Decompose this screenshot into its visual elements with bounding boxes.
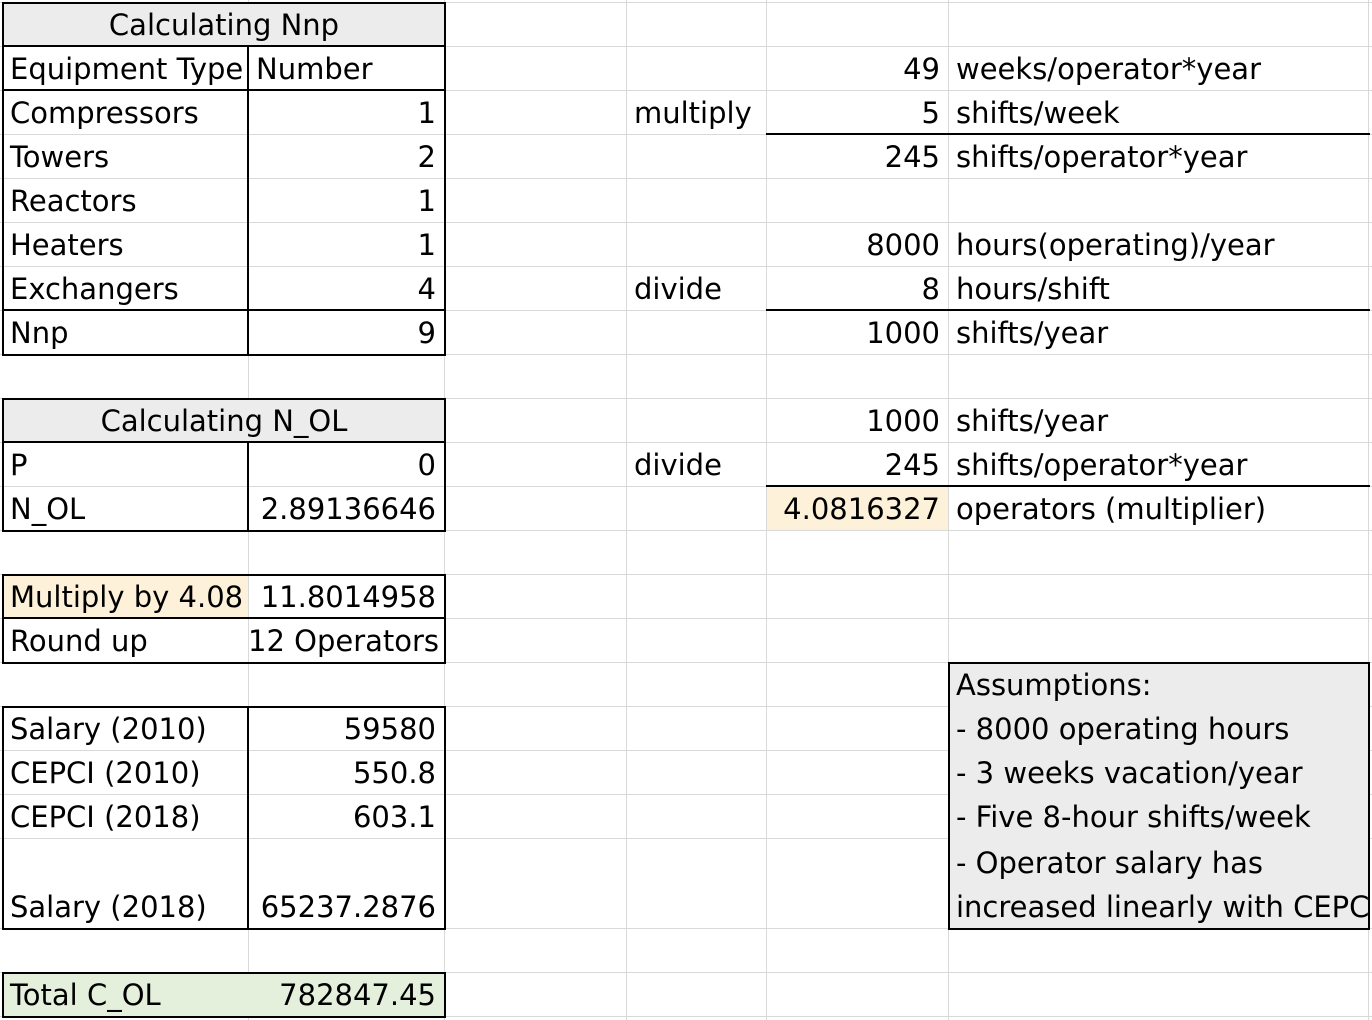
nol-row-value: 0 [417, 448, 436, 482]
assumption-item: - 3 weeks vacation/year [956, 756, 1303, 790]
calc-value: 49 [903, 52, 940, 86]
multiply-label: Multiply by 4.08 [10, 580, 244, 614]
salary-row-value: 550.8 [352, 756, 436, 790]
calc-value: 245 [884, 140, 940, 174]
calc-value: 5 [921, 96, 940, 130]
calc-value: 245 [884, 448, 940, 482]
roundup-value: 12 Operators [248, 624, 440, 658]
multiply-highlight-fill [4, 576, 248, 618]
salary-row-value: 65237.2876 [260, 890, 436, 924]
nnp-row-label: Towers [10, 140, 110, 174]
salary-table-border [2, 706, 446, 930]
total-table-border [2, 972, 446, 1018]
nol-row-label: N_OL [10, 492, 86, 526]
nnp-table-border [2, 2, 446, 356]
nnp-row-value: 1 [417, 184, 436, 218]
salary-row-value: 603.1 [352, 800, 436, 834]
calc-unit: hours(operating)/year [956, 228, 1275, 262]
assumption-item: - 8000 operating hours [956, 712, 1290, 746]
roundup-label: Round up [10, 624, 148, 658]
calc-unit: shifts/year [956, 404, 1109, 438]
nol-row-label: P [10, 448, 28, 482]
assumptions-fill [950, 664, 1368, 928]
assumption-item: - Five 8-hour shifts/week [956, 800, 1311, 834]
nnp-total-value: 9 [417, 316, 436, 350]
total-label: Total C_OL [10, 978, 161, 1012]
nnp-row-value: 2 [417, 140, 436, 174]
total-fill [4, 974, 444, 1016]
nnp-col-header-equipment: Equipment Type [10, 52, 244, 86]
total-value: 782847.45 [279, 978, 436, 1012]
calc-operation: multiply [634, 96, 752, 130]
salary-row-label: CEPCI (2010) [10, 756, 201, 790]
calc-value: 8000 [866, 228, 940, 262]
calc-unit: hours/shift [956, 272, 1110, 306]
calc-result-line [766, 485, 1370, 487]
calc-unit: operators (multiplier) [956, 492, 1267, 526]
nnp-header-fill [4, 4, 444, 46]
calc-operation: divide [634, 272, 722, 306]
calc-unit: shifts/year [956, 316, 1109, 350]
calc-value: 4.0816327 [783, 492, 940, 526]
nnp-row-label: Compressors [10, 96, 199, 130]
operators-table-border [2, 574, 446, 664]
calc-unit: shifts/week [956, 96, 1120, 130]
calc-unit: shifts/operator*year [956, 448, 1248, 482]
nol-header-fill [4, 400, 444, 442]
nnp-row-label: Reactors [10, 184, 137, 218]
calc-unit: shifts/operator*year [956, 140, 1248, 174]
calc-result-line [766, 309, 1370, 311]
assumptions-box [948, 662, 1370, 930]
salary-row-label: Salary (2018) [10, 890, 207, 924]
nnp-table-title: Calculating Nnp [108, 8, 340, 42]
assumption-item: increased linearly with CEPCI [956, 890, 1368, 924]
nnp-col-header-number: Number [256, 52, 373, 86]
salary-row-label: Salary (2010) [10, 712, 207, 746]
calc-result-line [766, 133, 1370, 135]
assumption-item: - Operator salary has [956, 846, 1263, 880]
nol-table-title: Calculating N_OL [100, 404, 348, 438]
calc-value: 1000 [866, 404, 940, 438]
multiplier-highlight-fill [767, 487, 948, 530]
multiply-value: 11.8014958 [260, 580, 436, 614]
nnp-total-label: Nnp [10, 316, 69, 350]
calc-unit: weeks/operator*year [956, 52, 1261, 86]
nol-row-value: 2.89136646 [260, 492, 436, 526]
assumptions-title: Assumptions: [956, 668, 1152, 702]
nnp-row-label: Exchangers [10, 272, 179, 306]
nnp-row-value: 4 [417, 272, 436, 306]
nol-table-border [2, 398, 446, 532]
salary-row-label: CEPCI (2018) [10, 800, 201, 834]
calc-operation: divide [634, 448, 722, 482]
calc-value: 1000 [866, 316, 940, 350]
salary-row-value: 59580 [343, 712, 436, 746]
nnp-row-value: 1 [417, 96, 436, 130]
calc-value: 8 [921, 272, 940, 306]
nnp-row-label: Heaters [10, 228, 124, 262]
nnp-row-value: 1 [417, 228, 436, 262]
